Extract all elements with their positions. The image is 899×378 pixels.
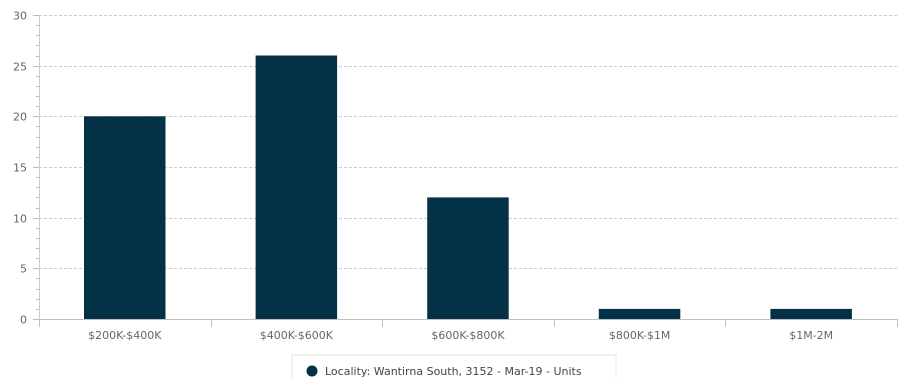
legend-series-marker (306, 365, 318, 377)
x-tick-label: $600K-$800K (431, 329, 505, 342)
y-axis: 0 5 10 15 20 25 30 (13, 10, 40, 327)
x-tick-label: $1M-2M (789, 329, 833, 342)
bar[interactable] (427, 197, 509, 319)
bar[interactable] (598, 308, 681, 319)
x-tick-label: $200K-$400K (88, 329, 162, 342)
x-tick-label: $800K-$1M (609, 329, 671, 342)
y-tick-label: 25 (13, 61, 27, 74)
y-tick-label: 0 (20, 314, 27, 327)
legend-box (291, 354, 617, 378)
y-tick-label: 5 (20, 263, 27, 276)
x-tick-label: $400K-$600K (260, 329, 334, 342)
bar-series (84, 55, 852, 320)
legend[interactable]: Locality: Wantirna South, 3152 - Mar-19 … (291, 354, 617, 378)
grid-lines (39, 15, 897, 269)
y-tick-label: 30 (13, 10, 27, 23)
y-tick-label: 20 (13, 111, 27, 124)
x-axis: $200K-$400K $400K-$600K $600K-$800K $800K-$… (39, 319, 898, 342)
y-tick-label: 10 (13, 213, 27, 226)
legend-series-label[interactable]: Locality: Wantirna South, 3152 - Mar-19 … (325, 365, 582, 378)
bar[interactable] (84, 116, 166, 319)
bar[interactable] (255, 55, 338, 320)
y-tick-label: 15 (13, 162, 27, 175)
bar[interactable] (770, 308, 852, 319)
